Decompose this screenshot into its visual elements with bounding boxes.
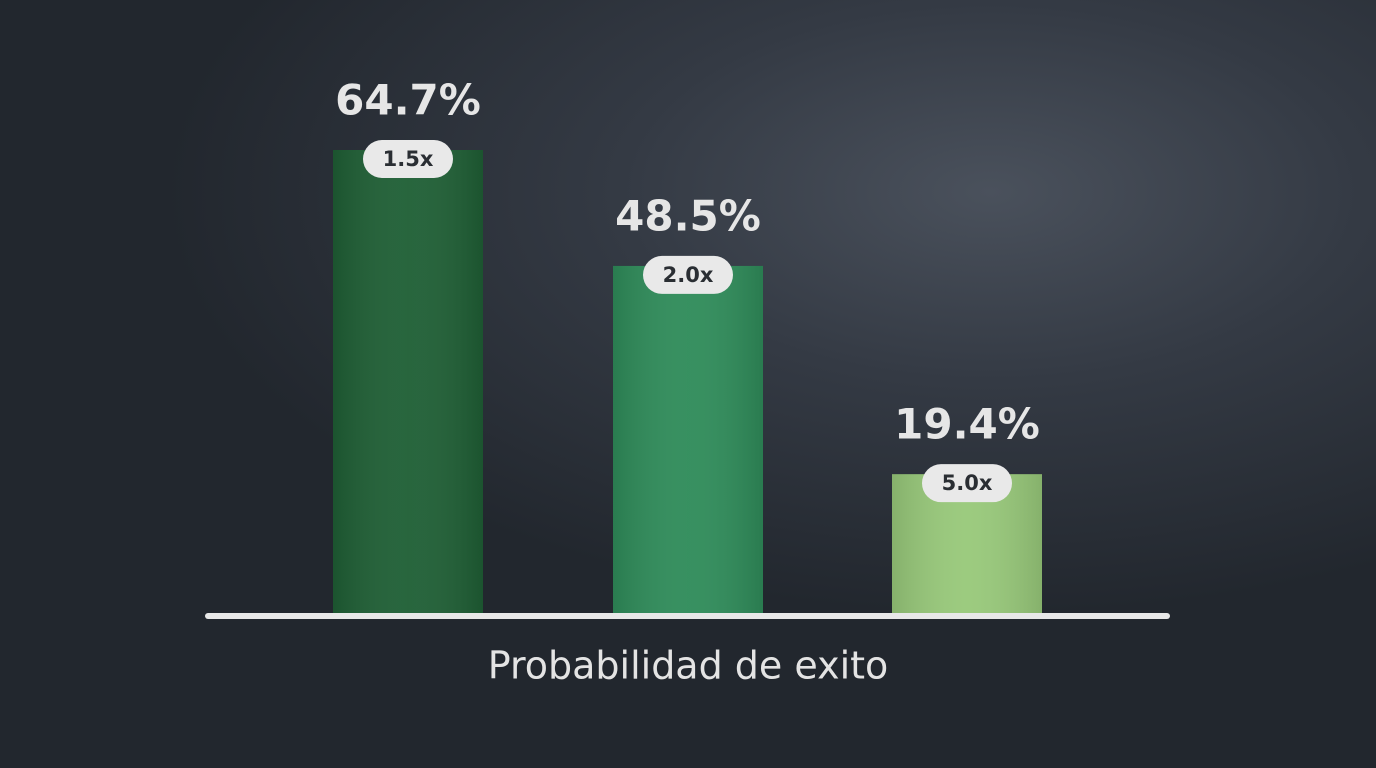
badge-text: 5.0x bbox=[942, 471, 993, 495]
badge bbox=[363, 140, 453, 178]
x-axis-label: Probabilidad de exito bbox=[488, 644, 889, 688]
badge-text: 1.5x bbox=[383, 147, 434, 171]
badge bbox=[922, 464, 1012, 503]
baseline bbox=[205, 613, 1170, 619]
badge bbox=[643, 255, 733, 294]
badge-text: 2.0x bbox=[663, 263, 714, 287]
value-label: 19.4% bbox=[894, 400, 1040, 449]
bar-shade bbox=[333, 150, 483, 613]
value-label: 64.7% bbox=[335, 76, 481, 125]
bar-shade bbox=[613, 265, 763, 613]
value-label: 48.5% bbox=[615, 191, 761, 240]
